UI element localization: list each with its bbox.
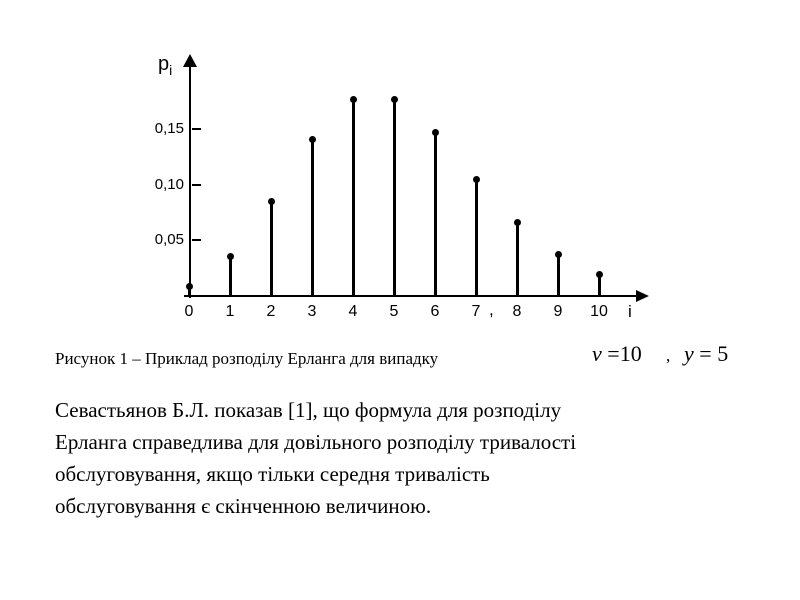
formula-v-equals: = bbox=[607, 341, 620, 366]
stem-i4 bbox=[352, 101, 355, 296]
formula-separator: , bbox=[666, 346, 671, 365]
y-axis-label-sub: i bbox=[169, 62, 173, 78]
formula-v-lhs: v bbox=[592, 341, 602, 366]
y-axis-label-base: p bbox=[158, 53, 170, 75]
x-tick-label-10: 10 bbox=[590, 303, 608, 320]
stem-i8 bbox=[516, 224, 519, 296]
stem-plot: pi i , 0 1 2 3 4 5 6 7 8 9 10 0,05 0,10 0,15 bbox=[150, 50, 670, 340]
stem-i6 bbox=[434, 134, 437, 296]
x-tick-label-7: 7 bbox=[471, 303, 481, 320]
x-tick-label-0: 0 bbox=[184, 303, 194, 320]
paragraph-line: обслуговування є скінченною величиною. bbox=[55, 494, 432, 518]
x-axis-comma: , bbox=[489, 300, 494, 319]
formula-v: v =10 bbox=[592, 341, 642, 367]
stem-dot-i2 bbox=[268, 198, 275, 205]
stem-dot-i4 bbox=[350, 96, 357, 103]
stem-dot-i6 bbox=[432, 129, 439, 136]
stem-dot-i5 bbox=[391, 96, 398, 103]
y-axis-arrow-icon bbox=[183, 54, 197, 67]
formula-y: y = 5 bbox=[684, 341, 728, 367]
stem-dot-i9 bbox=[555, 251, 562, 258]
stem-dot-i7 bbox=[473, 176, 480, 183]
formula-y-lhs: y bbox=[684, 341, 694, 366]
formula-y-equals: = bbox=[699, 341, 712, 366]
paragraph-line: обслуговування, якщо тільки середня трив… bbox=[55, 462, 490, 486]
y-tick-label-0,05: 0,05 bbox=[154, 231, 184, 248]
figure-caption: Рисунок 1 – Приклад розподілу Ерланга дл… bbox=[55, 349, 439, 368]
stem-i1 bbox=[229, 258, 232, 296]
y-tick-label-0,10: 0,10 bbox=[154, 176, 184, 193]
y-tick-dash-0,15 bbox=[192, 128, 201, 130]
stem-i5 bbox=[393, 101, 396, 296]
formula-y-rhs: 5 bbox=[717, 341, 729, 366]
stem-i3 bbox=[311, 141, 314, 296]
x-tick-label-4: 4 bbox=[348, 303, 358, 320]
stem-i10 bbox=[598, 276, 601, 296]
stem-dot-i10 bbox=[596, 271, 603, 278]
stem-i9 bbox=[557, 256, 560, 296]
x-tick-label-5: 5 bbox=[389, 303, 399, 320]
stem-dot-i0 bbox=[186, 283, 193, 290]
body-paragraph: Севастьянов Б.Л. показав [1], що формула… bbox=[55, 394, 735, 522]
y-tick-dash-0,10 bbox=[192, 184, 201, 186]
stem-i0 bbox=[188, 288, 191, 296]
x-axis-line bbox=[184, 295, 638, 297]
y-axis-label: pi bbox=[158, 54, 172, 80]
x-axis-arrow-icon bbox=[636, 290, 649, 302]
x-tick-label-8: 8 bbox=[512, 303, 522, 320]
formula-v-rhs: 10 bbox=[619, 341, 642, 366]
x-tick-label-9: 9 bbox=[553, 303, 563, 320]
y-tick-dash-0,05 bbox=[192, 239, 201, 241]
x-tick-label-3: 3 bbox=[307, 303, 317, 320]
paragraph-line: Ерланга справедлива для довільного розпо… bbox=[55, 430, 577, 454]
y-tick-label-0,15: 0,15 bbox=[154, 120, 184, 137]
x-tick-label-1: 1 bbox=[225, 303, 235, 320]
paragraph-line: Севастьянов Б.Л. показав [1], що формула… bbox=[55, 398, 562, 422]
x-tick-label-2: 2 bbox=[266, 303, 276, 320]
x-tick-label-6: 6 bbox=[430, 303, 440, 320]
x-axis-label: i bbox=[628, 302, 632, 321]
stem-dot-i1 bbox=[227, 253, 234, 260]
stem-i2 bbox=[270, 203, 273, 296]
stem-dot-i8 bbox=[514, 219, 521, 226]
stem-dot-i3 bbox=[309, 136, 316, 143]
y-axis-line bbox=[189, 64, 191, 298]
stem-i7 bbox=[475, 181, 478, 296]
